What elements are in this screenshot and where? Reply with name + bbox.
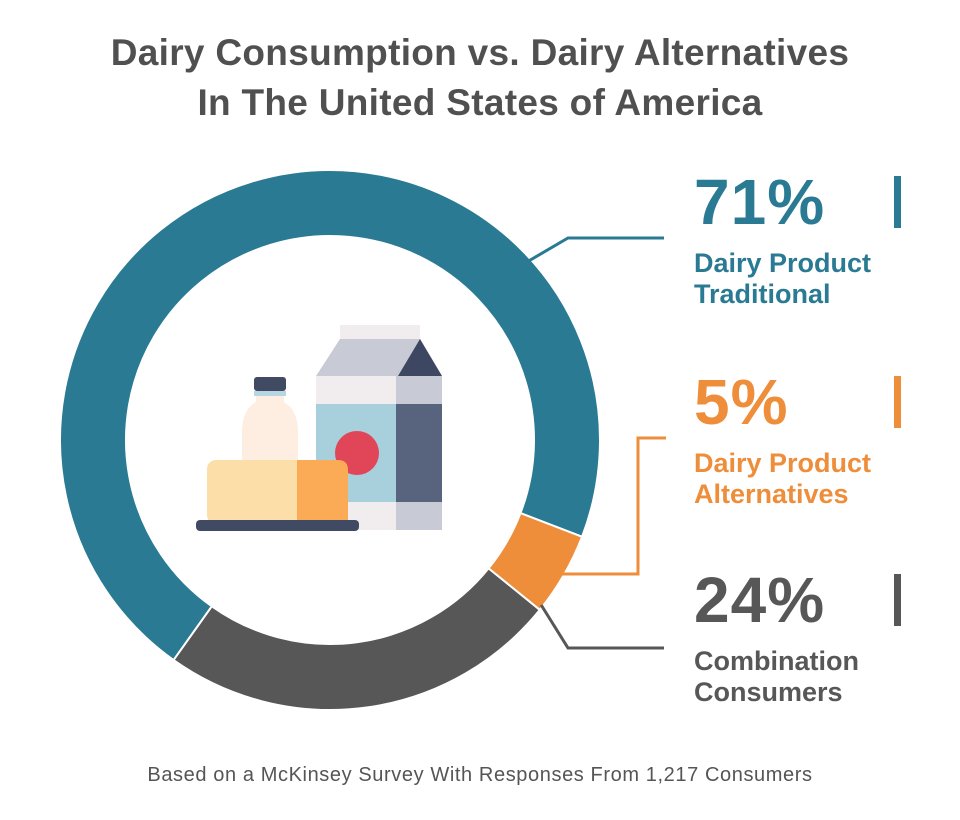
bottle-neck-band (254, 391, 286, 396)
leader-lines (528, 236, 666, 650)
chart-title: Dairy Consumption vs. Dairy Alternatives… (0, 28, 960, 128)
stat-traditional-marker (894, 176, 901, 228)
stat-combination-label-line1: Combination (694, 646, 859, 676)
stat-traditional-label-line2: Traditional (694, 279, 831, 309)
stat-traditional-label: Dairy Product Traditional (694, 248, 871, 310)
butter-dish (196, 520, 359, 531)
leader-alternatives (562, 436, 666, 576)
stat-combination: 24% Combination Consumers (694, 564, 901, 708)
title-line-2: In The United States of America (197, 82, 763, 123)
stat-alternatives-value: 5% (694, 366, 789, 438)
carton-side-dark (396, 404, 442, 502)
leader-combination (539, 604, 664, 650)
carton-roof-side (398, 339, 442, 376)
slice-traditional (59, 169, 601, 662)
dairy-products-icon (196, 325, 442, 531)
stat-traditional: 71% Dairy Product Traditional (694, 166, 901, 310)
stat-alternatives-marker (894, 376, 901, 428)
stat-alternatives-label: Dairy Product Alternatives (694, 448, 871, 510)
butter-end (297, 460, 348, 524)
milk-bottle (242, 396, 298, 462)
stat-traditional-label-line1: Dairy Product (694, 248, 872, 278)
stat-traditional-value: 71% (694, 166, 826, 238)
title-line-1: Dairy Consumption vs. Dairy Alternatives (110, 32, 850, 73)
butter-block (207, 460, 303, 524)
stat-combination-marker (894, 574, 901, 626)
stat-alternatives-label-line2: Alternatives (694, 479, 849, 509)
donut-slices (59, 169, 601, 711)
carton-top (340, 325, 420, 339)
slice-combination (172, 566, 542, 711)
stat-alternatives-label-line1: Dairy Product (694, 448, 872, 478)
stat-combination-label: Combination Consumers (694, 646, 859, 708)
leader-traditional (528, 236, 664, 262)
stat-combination-label-line2: Consumers (694, 677, 843, 707)
stat-combination-value: 24% (694, 564, 826, 636)
source-footnote: Based on a McKinsey Survey With Response… (147, 764, 813, 786)
bottle-cap (254, 377, 286, 391)
stat-alternatives: 5% Dairy Product Alternatives (694, 366, 901, 510)
